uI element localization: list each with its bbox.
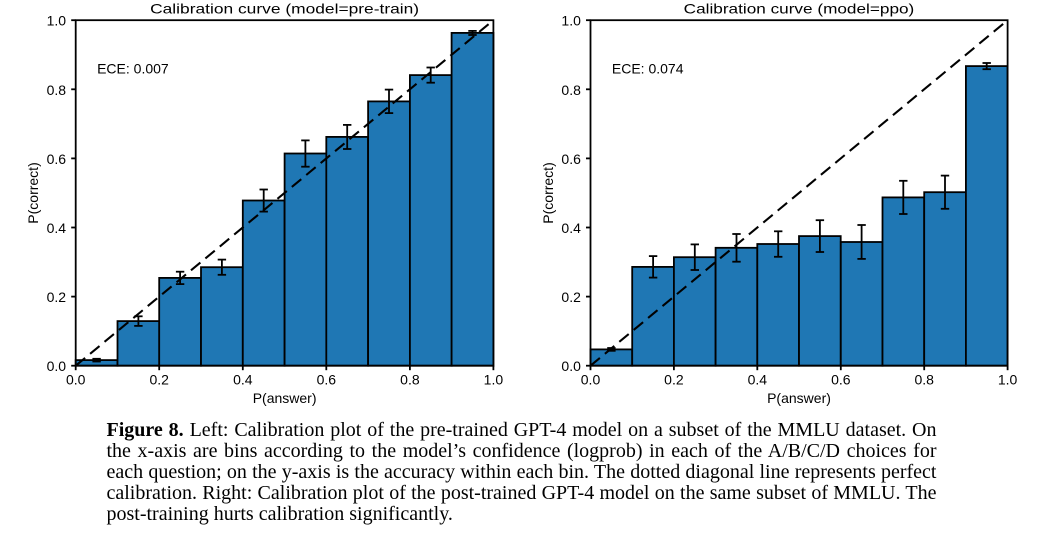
svg-text:0.6: 0.6 — [561, 151, 581, 167]
svg-text:0.8: 0.8 — [47, 82, 67, 98]
svg-text:Calibration curve (model=pre-t: Calibration curve (model=pre-train) — [150, 0, 419, 16]
svg-text:1.0: 1.0 — [998, 372, 1018, 388]
svg-text:0.4: 0.4 — [748, 372, 768, 388]
svg-text:ECE: 0.074: ECE: 0.074 — [612, 60, 684, 76]
svg-text:0.4: 0.4 — [47, 220, 67, 236]
svg-text:P(answer): P(answer) — [767, 390, 831, 406]
svg-text:0.2: 0.2 — [47, 289, 67, 305]
svg-text:0.2: 0.2 — [561, 289, 581, 305]
svg-text:0.6: 0.6 — [317, 372, 337, 388]
svg-text:0.8: 0.8 — [914, 372, 934, 388]
svg-text:0.6: 0.6 — [831, 372, 851, 388]
svg-text:0.0: 0.0 — [47, 358, 67, 374]
svg-text:0.6: 0.6 — [47, 151, 67, 167]
svg-text:1.0: 1.0 — [561, 13, 581, 29]
svg-text:0.8: 0.8 — [561, 82, 581, 98]
svg-text:1.0: 1.0 — [47, 13, 67, 29]
svg-text:0.0: 0.0 — [581, 372, 601, 388]
svg-text:1.0: 1.0 — [484, 372, 504, 388]
svg-text:0.8: 0.8 — [400, 372, 420, 388]
svg-text:P(answer): P(answer) — [253, 390, 317, 406]
svg-text:0.4: 0.4 — [561, 220, 581, 236]
svg-text:0.0: 0.0 — [561, 358, 581, 374]
svg-text:0.0: 0.0 — [66, 372, 86, 388]
svg-text:0.4: 0.4 — [233, 372, 253, 388]
svg-text:P(correct): P(correct) — [540, 162, 556, 223]
svg-text:Calibration curve (model=ppo): Calibration curve (model=ppo) — [684, 0, 915, 16]
svg-text:0.2: 0.2 — [664, 372, 684, 388]
svg-text:P(correct): P(correct) — [25, 162, 41, 223]
svg-text:0.2: 0.2 — [149, 372, 169, 388]
svg-text:ECE: 0.007: ECE: 0.007 — [97, 60, 169, 76]
